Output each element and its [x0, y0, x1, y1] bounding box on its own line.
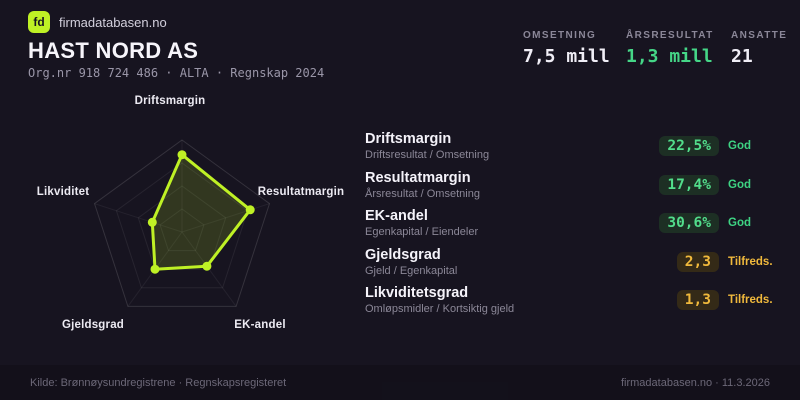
- radar-axis-label-driftsmargin: Driftsmargin: [134, 95, 206, 107]
- metric-formula: Omløpsmidler / Kortsiktig gjeld: [365, 303, 515, 315]
- metric-formula: Egenkapital / Eiendeler: [365, 226, 479, 238]
- metric-status: Tilfreds.: [728, 294, 773, 306]
- metric-title: Resultatmargin: [365, 169, 471, 186]
- metric-title: EK-andel: [365, 208, 428, 224]
- company-title: HAST NORD AS: [28, 38, 199, 63]
- stat-value: 7,5 mill: [523, 46, 610, 67]
- stat-arsresultat: ÅRSRESULTAT 1,3 mill: [626, 30, 714, 67]
- stat-label: ANSATTE: [731, 30, 788, 41]
- footer: Kilde: Brønnøysundregistrene · Regnskaps…: [0, 365, 800, 400]
- stat-omsetning: OMSETNING 7,5 mill: [523, 30, 610, 67]
- brand-name: firmadatabasen.no: [59, 14, 167, 30]
- metric-value-badge: 30,6%: [659, 213, 719, 233]
- metric-title: Gjeldsgrad: [365, 246, 441, 263]
- stat-label: ÅRSRESULTAT: [626, 30, 714, 41]
- metric-value-badge: 22,5%: [659, 136, 719, 156]
- stat-label: OMSETNING: [523, 30, 597, 41]
- footer-source: Kilde: Brønnøysundregistrene · Regnskaps…: [30, 376, 287, 389]
- metric-title: Driftsmargin: [365, 131, 452, 147]
- metric-row-gjeldsgrad: Gjeldsgrad Gjeld / Egenkapital 2,3 Tilfr…: [365, 247, 780, 277]
- metric-value-badge: 2,3: [676, 251, 719, 272]
- stat-value: 1,3 mill: [626, 46, 713, 67]
- radar-axis-label-gjeldsgrad: Gjeldsgrad: [61, 319, 125, 331]
- metric-title: Likviditetsgrad: [365, 285, 469, 301]
- radar-axis-label-resultatmargin: Resultatmargin: [257, 186, 345, 198]
- footer-brand-date: firmadatabasen.no · 11.3.2026: [620, 376, 770, 389]
- org-number-line: Org.nr 918 724 486 · ALTA · Regnskap 202…: [28, 66, 325, 80]
- radar-axis-label-ek-andel: EK-andel: [234, 319, 286, 331]
- metric-value-badge: 17,4%: [659, 174, 719, 195]
- metric-status: God: [728, 217, 751, 229]
- metrics-list: Driftsmargin Driftsresultat / Omsetning …: [365, 131, 780, 324]
- metric-row-ek-andel: EK-andel Egenkapital / Eiendeler 30,6% G…: [365, 208, 780, 238]
- firmadatabasen-logo-icon: fd: [28, 11, 50, 33]
- metric-row-resultatmargin: Resultatmargin Årsresultat / Omsetning 1…: [365, 170, 780, 200]
- metric-row-driftsmargin: Driftsmargin Driftsresultat / Omsetning …: [365, 131, 780, 161]
- metric-formula: Årsresultat / Omsetning: [365, 187, 480, 200]
- metric-status: God: [728, 178, 751, 191]
- radar-axis-label-likviditet: Likviditet: [36, 186, 90, 198]
- metric-value-badge: 1,3: [676, 290, 719, 310]
- metric-status: God: [728, 140, 751, 152]
- metric-formula: Driftsresultat / Omsetning: [365, 149, 490, 161]
- radar-chart: [93, 139, 271, 307]
- metric-formula: Gjeld / Egenkapital: [365, 264, 458, 277]
- metric-row-likviditetsgrad: Likviditetsgrad Omløpsmidler / Kortsikti…: [365, 285, 780, 315]
- metric-status: Tilfreds.: [728, 255, 773, 268]
- stat-value: 21: [731, 46, 753, 67]
- stat-ansatte: ANSATTE 21: [731, 30, 787, 67]
- brand: fd firmadatabasen.no: [28, 11, 167, 33]
